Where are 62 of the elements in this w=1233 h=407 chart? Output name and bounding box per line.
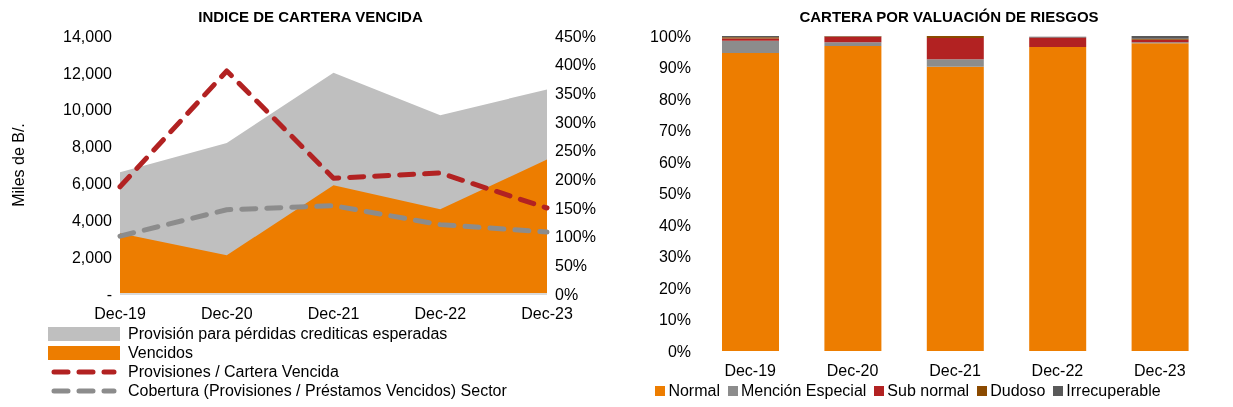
legend-label: Dudoso — [990, 381, 1046, 400]
legend-label: Provisiones / Cartera Vencida — [128, 362, 339, 381]
y2-tick-label: 150% — [555, 199, 596, 217]
legend-label: Cobertura (Provisiones / Préstamos Vencidos) Sector — [128, 381, 507, 400]
y-tick-label: 14,000 — [63, 27, 113, 45]
bar — [722, 40, 779, 54]
y-tick-label: 40% — [658, 216, 691, 234]
x-tick-label: Dec-20 — [200, 305, 253, 323]
chart-title: CARTERA POR VALUACIÓN DE RIESGOS — [799, 8, 1099, 25]
y2-tick-label: 100% — [555, 228, 596, 246]
legend-label: Provisión para pérdidas crediticas esperadas — [128, 324, 448, 343]
y-tick-label: 10,000 — [63, 101, 113, 119]
y2-tick-label: 400% — [555, 56, 596, 74]
y-tick-label: 100% — [650, 27, 691, 45]
y-tick-label: - — [106, 285, 112, 303]
y-tick-label: 12,000 — [63, 64, 113, 82]
y-tick-label: 2,000 — [71, 248, 113, 266]
bar — [824, 42, 882, 47]
legend-label: Normal — [668, 381, 720, 400]
x-tick-label: Dec-23 — [1134, 362, 1186, 380]
y-tick-label: 90% — [658, 59, 691, 77]
y-tick-label: 20% — [658, 279, 691, 297]
y-tick-label: 60% — [658, 153, 691, 171]
y-tick-label: 4,000 — [71, 211, 113, 229]
bar — [722, 53, 779, 351]
y-tick-label: 10% — [658, 311, 691, 329]
bar — [926, 37, 984, 60]
bar — [824, 36, 882, 43]
y2-tick-label: 50% — [555, 257, 588, 275]
x-tick-label: Dec-22 — [1031, 362, 1084, 380]
y-tick-label: 70% — [658, 122, 691, 140]
bar — [824, 46, 882, 351]
y2-tick-label: 250% — [555, 142, 596, 160]
x-tick-label: Dec-19 — [94, 305, 146, 323]
bar — [1131, 43, 1189, 351]
bar — [926, 66, 984, 351]
y2-tick-label: 350% — [555, 85, 596, 103]
bar — [1029, 47, 1087, 351]
y-axis-title: Miles de B/. — [9, 123, 27, 207]
bar — [1029, 37, 1087, 48]
y-tick-label: 80% — [658, 90, 691, 108]
x-tick-label: Dec-21 — [307, 305, 360, 323]
y-tick-label: 6,000 — [71, 175, 113, 193]
y2-tick-label: 200% — [555, 171, 596, 189]
x-tick-label: Dec-22 — [414, 305, 467, 323]
y-tick-label: 30% — [658, 248, 691, 266]
y-tick-label: 0% — [667, 342, 691, 360]
y2-tick-label: 450% — [555, 27, 596, 45]
legend-label: Irrecuperable — [1066, 381, 1161, 400]
x-tick-label: Dec-21 — [929, 362, 981, 380]
y2-tick-label: 0% — [555, 285, 579, 303]
x-tick-label: Dec-19 — [724, 362, 777, 380]
x-tick-label: Dec-20 — [826, 362, 879, 380]
legend-label: Mención Especial — [740, 381, 867, 400]
legend-label: Sub normal — [887, 381, 970, 400]
x-tick-label: Dec-23 — [521, 305, 573, 323]
bar — [926, 59, 984, 67]
y-tick-label: 50% — [658, 185, 691, 203]
y2-tick-label: 300% — [555, 113, 596, 131]
chart-title: INDICE DE CARTERA VENCIDA — [198, 8, 423, 25]
legend-label: Vencidos — [128, 343, 193, 362]
y-tick-label: 8,000 — [71, 138, 113, 156]
